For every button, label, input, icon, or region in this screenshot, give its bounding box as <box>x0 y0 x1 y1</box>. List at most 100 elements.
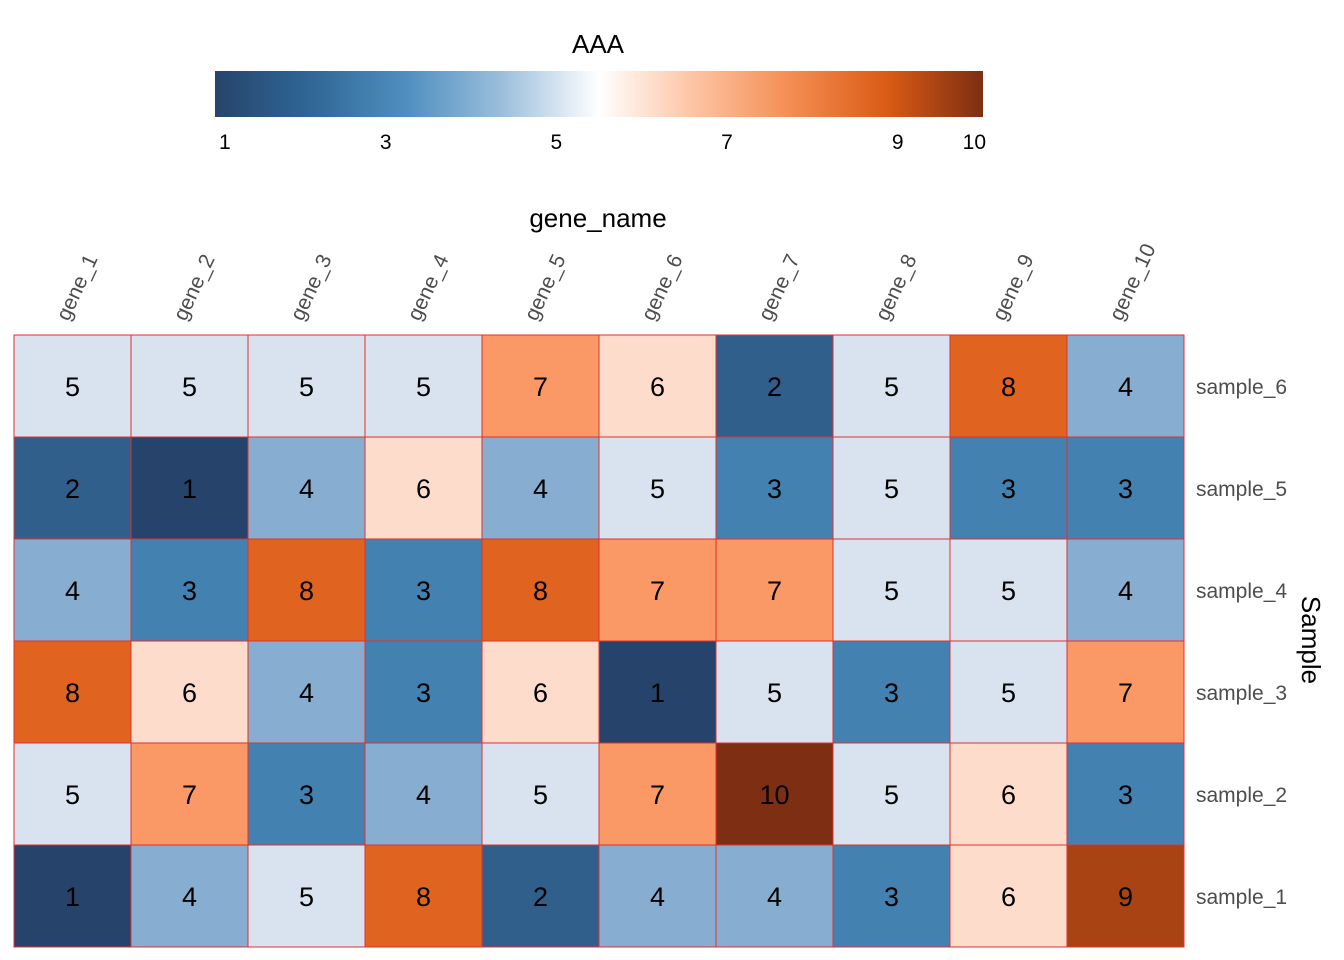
cell-value-label: 3 <box>1001 474 1016 504</box>
cell-value-label: 2 <box>767 372 782 402</box>
cell-value-label: 5 <box>65 780 80 810</box>
legend-tick-label: 5 <box>550 131 562 154</box>
cell-value-label: 6 <box>182 678 197 708</box>
heatmap-cell <box>1066 844 1185 948</box>
heatmap-cell <box>598 742 717 846</box>
cell-value-label: 3 <box>182 576 197 606</box>
heatmap-cell <box>832 844 951 948</box>
heatmap-cell <box>949 640 1068 744</box>
heatmap-cell <box>247 742 366 846</box>
cell-value-label: 4 <box>1118 576 1133 606</box>
heatmap-cell <box>832 334 951 438</box>
heatmap-cells: 5 5 5 5 7 6 2 5 8 4 2 1 4 6 4 5 3 5 3 3 4 3 8 3 8 7 7 5 5 4 8 6 4 3 6 1 5 3 5 7… <box>13 334 1185 948</box>
heatmap-cell <box>832 640 951 744</box>
cell-value-label: 1 <box>650 678 665 708</box>
cell-value-label: 5 <box>416 372 431 402</box>
row-label: sample_5 <box>1196 478 1287 501</box>
legend-title: AAA <box>572 29 625 59</box>
column-label: gene_1 <box>52 251 102 324</box>
heatmap-cell <box>1066 640 1185 744</box>
cell-value-label: 7 <box>650 780 665 810</box>
row-label: sample_1 <box>1196 886 1287 909</box>
heatmap-cell <box>1066 436 1185 540</box>
heatmap-cell <box>13 538 132 642</box>
heatmap-cell <box>364 436 483 540</box>
cell-value-label: 10 <box>759 780 789 810</box>
y-axis-title: Sample <box>1296 596 1326 684</box>
heatmap-cell <box>598 844 717 948</box>
column-label: gene_6 <box>637 251 687 324</box>
cell-value-label: 5 <box>884 372 899 402</box>
cell-value-label: 6 <box>533 678 548 708</box>
heatmap-cell <box>481 538 600 642</box>
cell-value-label: 5 <box>1001 576 1016 606</box>
column-labels: gene_1 gene_2 gene_3 gene_4 gene_5 gene_6 gene… <box>52 240 1160 324</box>
legend-ticks: 1 3 5 7 9 10 <box>219 131 986 154</box>
cell-value-label: 6 <box>1001 780 1016 810</box>
column-label: gene_8 <box>871 251 921 324</box>
heatmap-cell <box>130 742 249 846</box>
heatmap-cell <box>130 334 249 438</box>
heatmap-cell <box>13 334 132 438</box>
cell-value-label: 1 <box>182 474 197 504</box>
heatmap-cell <box>247 334 366 438</box>
heatmap-cell <box>481 742 600 846</box>
cell-value-label: 5 <box>884 780 899 810</box>
cell-value-label: 6 <box>416 474 431 504</box>
heatmap-cell <box>247 436 366 540</box>
heatmap-cell <box>949 436 1068 540</box>
heatmap-cell <box>481 334 600 438</box>
column-label: gene_7 <box>754 251 804 324</box>
cell-value-label: 5 <box>182 372 197 402</box>
legend-tick-label: 7 <box>721 131 733 154</box>
heatmap-cell <box>715 844 834 948</box>
legend-color-bar <box>215 71 983 117</box>
cell-value-label: 2 <box>533 882 548 912</box>
cell-value-label: 7 <box>1118 678 1133 708</box>
column-label: gene_9 <box>988 251 1038 324</box>
legend-tick-label: 10 <box>963 131 986 154</box>
heatmap-cell <box>715 640 834 744</box>
cell-value-label: 3 <box>884 882 899 912</box>
cell-value-label: 3 <box>416 678 431 708</box>
cell-value-label: 7 <box>533 372 548 402</box>
heatmap-cell <box>364 334 483 438</box>
cell-value-label: 5 <box>884 576 899 606</box>
heatmap-cell <box>715 742 834 846</box>
cell-value-label: 4 <box>65 576 80 606</box>
heatmap-cell <box>598 334 717 438</box>
cell-value-label: 4 <box>533 474 548 504</box>
heatmap-cell <box>832 436 951 540</box>
cell-value-label: 1 <box>65 882 80 912</box>
cell-value-label: 4 <box>1118 372 1133 402</box>
heatmap-cell <box>949 844 1068 948</box>
heatmap-cell <box>1066 742 1185 846</box>
cell-value-label: 2 <box>65 474 80 504</box>
cell-value-label: 8 <box>65 678 80 708</box>
cell-value-label: 3 <box>416 576 431 606</box>
cell-value-label: 3 <box>1118 474 1133 504</box>
heatmap-cell <box>481 844 600 948</box>
cell-value-label: 4 <box>416 780 431 810</box>
cell-value-label: 4 <box>299 474 314 504</box>
heatmap-cell <box>832 538 951 642</box>
heatmap-cell <box>949 538 1068 642</box>
heatmap-cell <box>130 538 249 642</box>
cell-value-label: 3 <box>884 678 899 708</box>
cell-value-label: 8 <box>416 882 431 912</box>
heatmap-cell <box>598 436 717 540</box>
cell-value-label: 9 <box>1118 882 1133 912</box>
cell-value-label: 5 <box>1001 678 1016 708</box>
column-label: gene_10 <box>1105 240 1160 324</box>
heatmap-cell <box>598 640 717 744</box>
cell-value-label: 5 <box>650 474 665 504</box>
heatmap-cell <box>949 742 1068 846</box>
heatmap-cell <box>715 436 834 540</box>
cell-value-label: 3 <box>767 474 782 504</box>
cell-value-label: 7 <box>650 576 665 606</box>
cell-value-label: 8 <box>533 576 548 606</box>
cell-value-label: 5 <box>884 474 899 504</box>
heatmap-cell <box>1066 334 1185 438</box>
row-label: sample_6 <box>1196 376 1287 399</box>
cell-value-label: 6 <box>1001 882 1016 912</box>
